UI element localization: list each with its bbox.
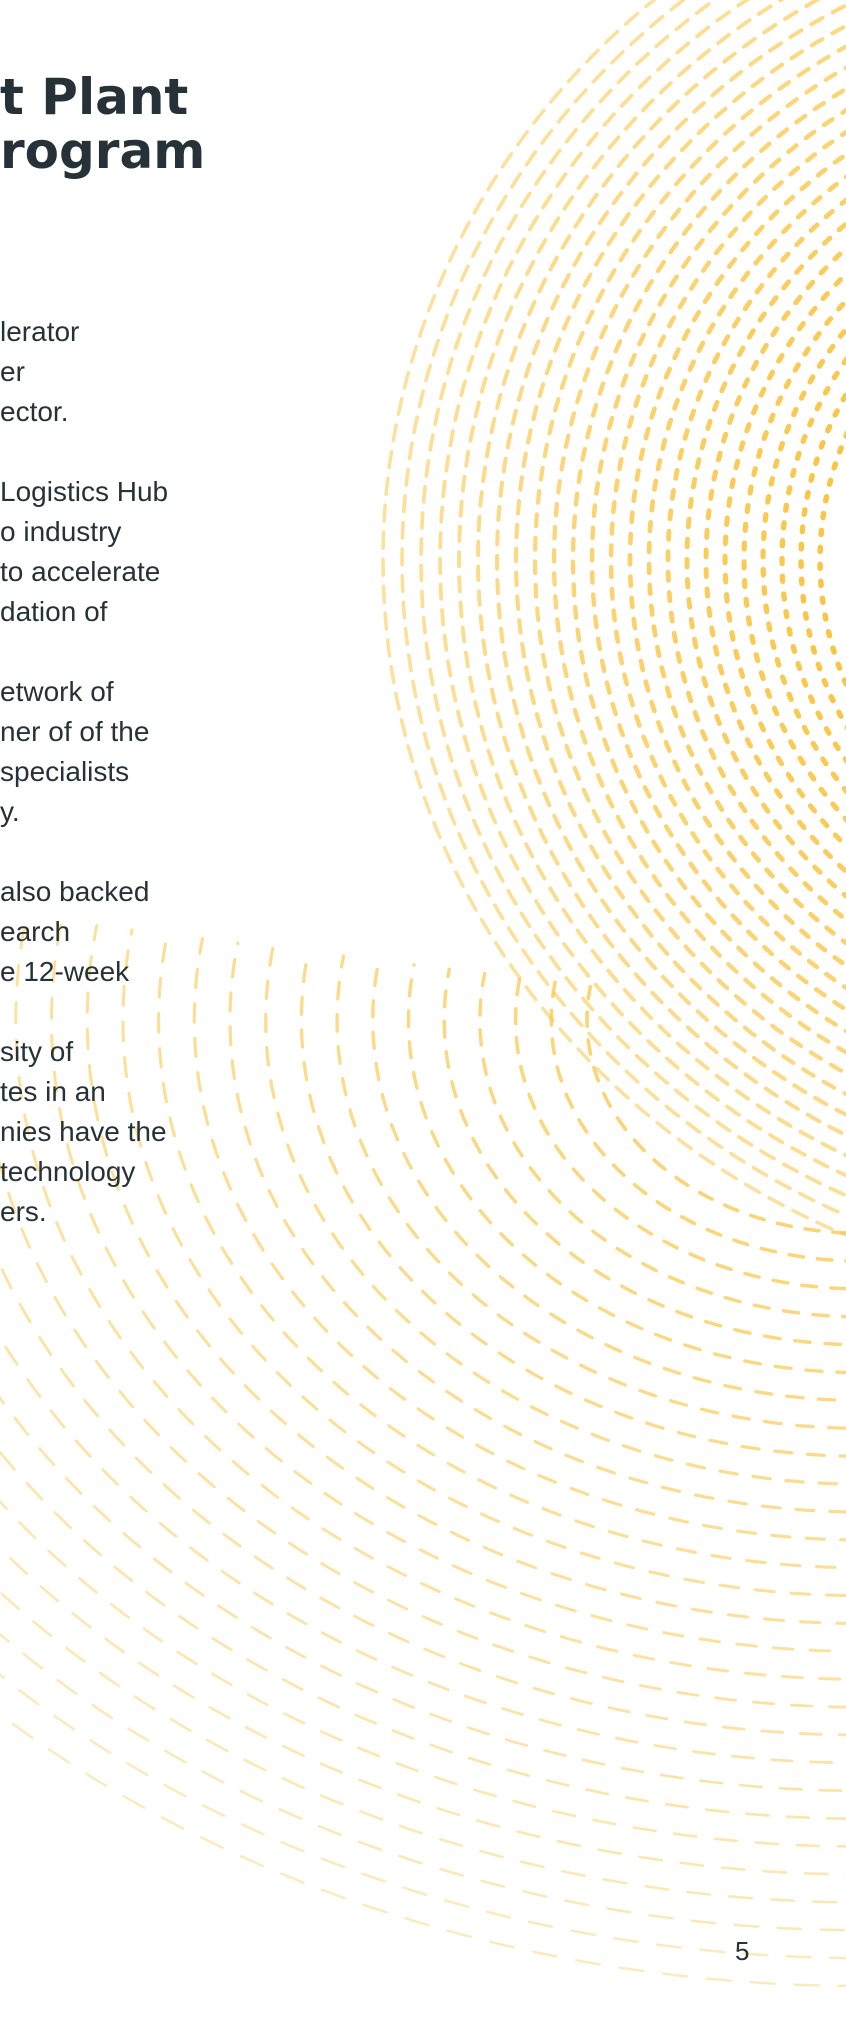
paragraph-line: dation of	[0, 596, 108, 627]
pattern-curve	[0, 1450, 846, 1820]
pattern-arc	[532, 44, 846, 1076]
page-number: 5	[735, 1936, 750, 1966]
pattern-curve	[85, 924, 846, 1625]
pattern-arc	[779, 355, 846, 765]
pattern-curve	[0, 1632, 846, 1932]
pattern-arc	[722, 270, 846, 850]
pattern-curve	[0, 1712, 846, 1988]
paragraph-line: ers.	[0, 1196, 47, 1227]
pattern-curve	[406, 963, 846, 1375]
pattern-arc	[419, 0, 846, 1198]
pattern-curve	[335, 954, 846, 1430]
paragraph-line: tes in an	[0, 1076, 106, 1107]
pattern-curve	[371, 958, 846, 1402]
paragraph-2: Logistics Hub o industry to accelerate d…	[0, 472, 260, 632]
pattern-arc	[400, 0, 846, 1218]
pattern-curve	[549, 980, 846, 1263]
paragraph-5: sity of tes in an nies have the technolo…	[0, 1032, 260, 1232]
pattern-arc	[684, 220, 846, 900]
pattern-curve	[0, 1546, 846, 1876]
paragraph-line: er	[0, 356, 25, 387]
page-title-line-1: t Plant	[0, 68, 189, 126]
paragraph-line: o industry	[0, 516, 122, 547]
paragraph-line: also backed	[0, 876, 150, 907]
page-title: t Plant rogram	[0, 70, 205, 178]
pattern-arc	[798, 389, 846, 731]
pattern-curve	[513, 976, 846, 1291]
pattern-arc	[665, 197, 846, 923]
pattern-arc	[476, 0, 846, 1138]
paragraph-line: Logistics Hub	[0, 476, 169, 507]
pattern-curve	[0, 1334, 846, 1765]
pattern-arc	[627, 151, 846, 969]
paragraph-1: lerator er ector.	[0, 312, 260, 432]
pattern-curve	[228, 941, 846, 1514]
paragraph-line: sity of	[0, 1036, 74, 1067]
pattern-arc	[551, 65, 846, 1055]
paragraph-3: etwork of ner of of the specialists y.	[0, 672, 260, 832]
pattern-curve	[442, 967, 846, 1347]
paragraph-line: to accelerate	[0, 556, 161, 587]
pattern-curve	[264, 945, 846, 1486]
pattern-curve	[14, 915, 846, 1681]
paragraph-line: e 12-week	[0, 956, 130, 987]
page-title-line-2: rogram	[0, 122, 206, 180]
pattern-arc	[589, 107, 846, 1013]
pattern-curve	[0, 1262, 846, 1737]
paragraph-line: earch	[0, 916, 71, 947]
paragraph-4: also backed earch e 12-week	[0, 872, 260, 992]
pattern-arc	[438, 0, 846, 1178]
pattern-arc	[457, 0, 846, 1158]
pattern-arc	[608, 129, 846, 991]
paragraph-line: technology	[0, 1156, 136, 1187]
pattern-curve	[121, 928, 846, 1598]
paragraph-line: etwork of	[0, 676, 114, 707]
body-text: lerator er ector. Logistics Hub o indust…	[0, 312, 260, 1272]
pattern-curve	[50, 919, 846, 1653]
pattern-arc	[570, 86, 846, 1034]
pattern-arc	[741, 296, 846, 824]
paragraph-line: y.	[0, 796, 20, 827]
paragraph-line: lerator	[0, 316, 80, 347]
paragraph-line: specialists	[0, 756, 130, 787]
pattern-arc	[494, 3, 846, 1117]
pattern-arc	[513, 23, 846, 1097]
pattern-curve	[585, 984, 846, 1235]
pattern-curve	[299, 950, 846, 1458]
paragraph-line: ner of of the	[0, 716, 150, 747]
pattern-arc	[381, 0, 846, 1237]
pattern-curve	[157, 932, 846, 1570]
paragraph-line: ector.	[0, 396, 69, 427]
paragraph-line: nies have the	[0, 1116, 167, 1147]
